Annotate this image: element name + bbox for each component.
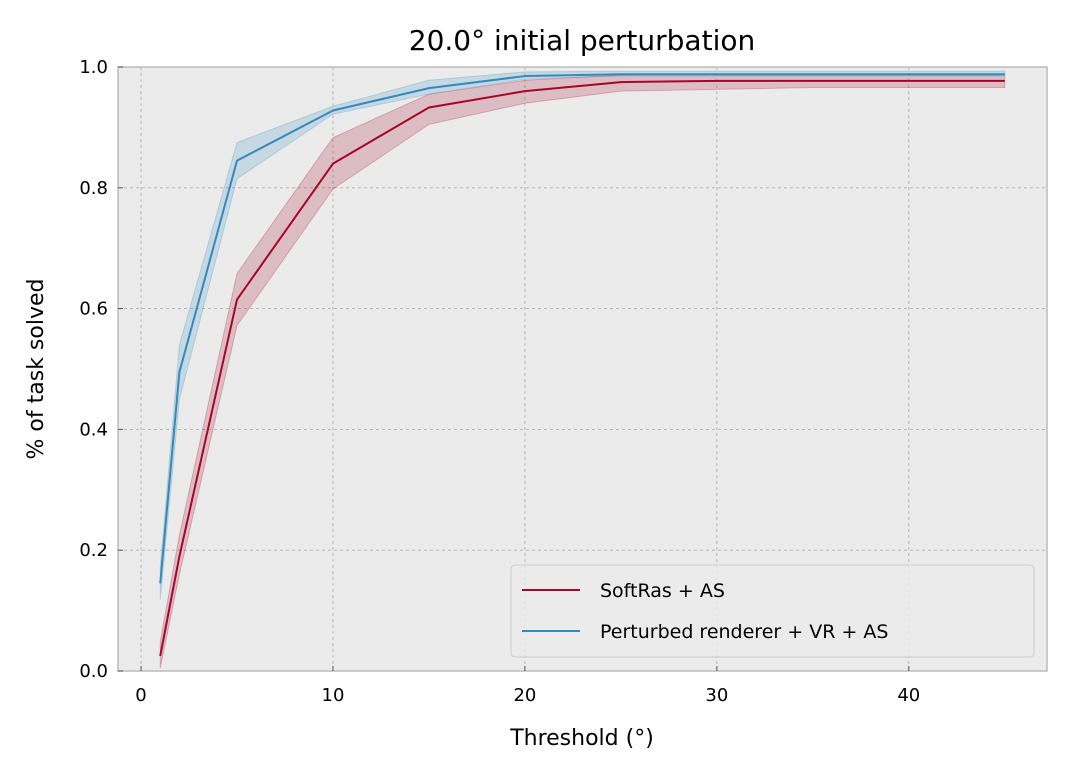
y-tick-label: 0.0 — [79, 661, 108, 682]
chart-title: 20.0° initial perturbation — [409, 24, 755, 57]
legend-label-0: SoftRas + AS — [600, 580, 725, 602]
y-axis-ticks: 0.0 0.2 0.4 0.6 0.8 1.0 — [79, 57, 123, 682]
y-axis-label: % of task solved — [24, 279, 49, 460]
x-tick-label: 30 — [705, 685, 728, 706]
legend-box — [510, 564, 1035, 658]
x-tick-label: 20 — [513, 685, 536, 706]
series-lines — [159, 73, 1005, 657]
legend: SoftRas + AS Perturbed renderer + VR + AS — [510, 564, 1035, 658]
x-axis-label: Threshold (°) — [509, 726, 654, 751]
x-tick-label: 10 — [322, 685, 345, 706]
plot-frame — [117, 66, 1048, 672]
y-tick-label: 0.8 — [79, 178, 108, 199]
y-tick-label: 0.2 — [79, 540, 108, 561]
confidence-band-0 — [159, 73, 1006, 669]
series-line-0 — [159, 79, 1005, 657]
x-tick-label: 0 — [135, 685, 146, 706]
y-tick-label: 0.4 — [79, 419, 108, 440]
x-tick-label: 40 — [897, 685, 920, 706]
confidence-bands — [159, 70, 1006, 669]
confidence-band-1 — [159, 70, 1006, 600]
y-tick-label: 0.6 — [79, 299, 108, 320]
x-axis-ticks: 0 10 20 30 40 — [135, 666, 920, 706]
legend-label-1: Perturbed renderer + VR + AS — [600, 621, 888, 643]
series-line-1 — [159, 73, 1005, 584]
y-tick-label: 1.0 — [79, 57, 108, 78]
